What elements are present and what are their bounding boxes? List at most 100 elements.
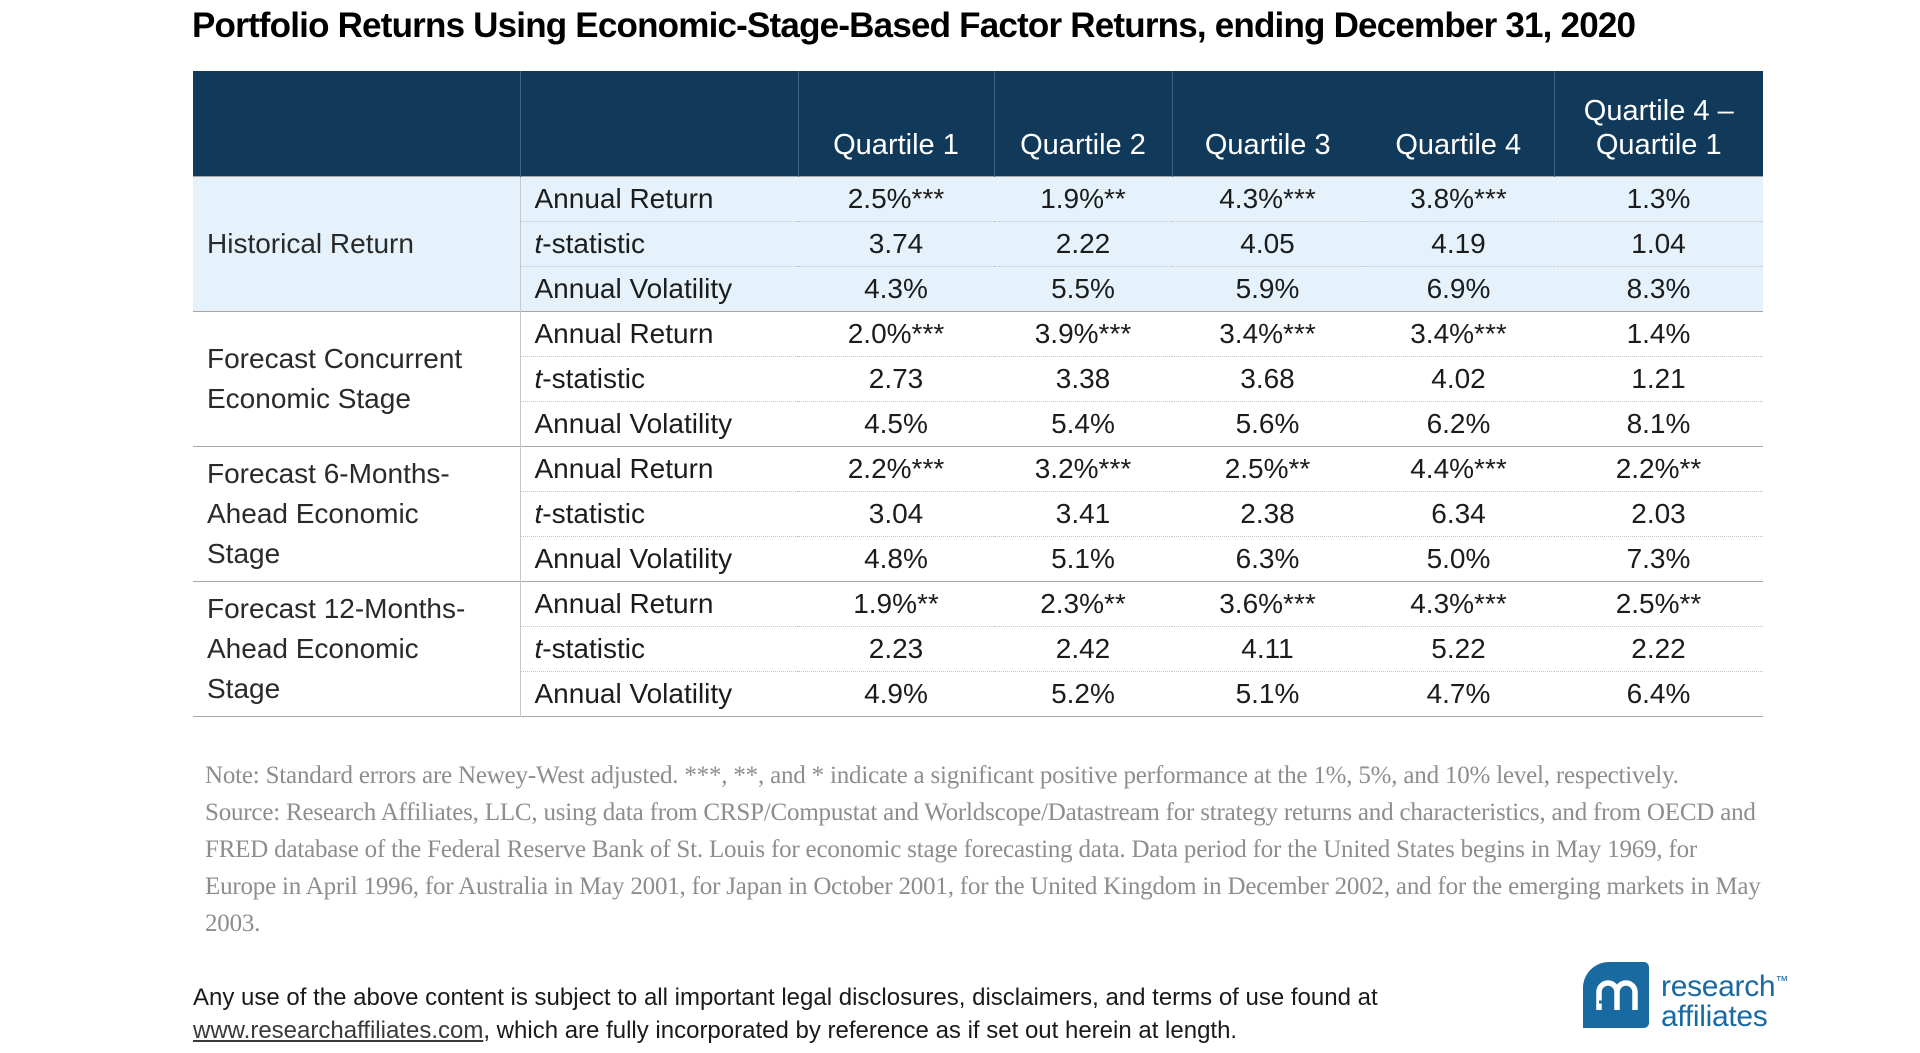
returns-table: Quartile 1 Quartile 2 Quartile 3 Quartil… (193, 71, 1763, 717)
group-forecast-12-months: Forecast 12-Months- Ahead Economic Stage… (193, 581, 1763, 716)
table-row: Annual Volatility 4.9% 5.2% 5.1% 4.7% 6.… (193, 670, 1763, 716)
value-cell: 6.9% (1363, 265, 1554, 311)
value-cell: 2.42 (994, 625, 1172, 671)
table-row: Annual Volatility 4.3% 5.5% 5.9% 6.9% 8.… (193, 265, 1763, 311)
value-cell: 2.23 (798, 625, 994, 671)
value-cell: 3.6%*** (1219, 587, 1316, 619)
metric-label: Annual Volatility (520, 670, 798, 716)
group-label: Historical Return (193, 176, 521, 311)
value-cell: 2.22 (1554, 625, 1763, 671)
table-row: t-statistic 2.23 2.42 4.11 5.22 2.22 (193, 625, 1763, 671)
group-historical-return: Historical Return Annual Return 2.5%*** … (193, 176, 1763, 311)
value-cell: 8.1% (1554, 400, 1763, 446)
value-cell: 6.3% (1172, 535, 1363, 581)
ra-monogram-icon (1583, 962, 1649, 1033)
metric-label: Annual Return (534, 452, 714, 484)
researchaffiliates-link[interactable]: www.researchaffiliates.com (193, 1017, 484, 1044)
table-row: Annual Volatility 4.5% 5.4% 5.6% 6.2% 8.… (193, 400, 1763, 446)
logo-wordmark: research™ affiliates (1661, 962, 1788, 1032)
value-cell: 3.38 (994, 355, 1172, 401)
value-cell: 2.5%*** (798, 176, 994, 221)
column-header-quartile-4-minus-1: Quartile 4 – Quartile 1 (1554, 71, 1763, 176)
value-cell: 3.04 (798, 490, 994, 536)
value-cell: 4.5% (798, 400, 994, 446)
value-cell: 3.74 (798, 220, 994, 266)
table-row: t-statistic 2.73 3.38 3.68 4.02 1.21 (193, 355, 1763, 401)
table-row: t-statistic 3.74 2.22 4.05 4.19 1.04 (193, 220, 1763, 266)
group-label: Forecast Concurrent Economic Stage (193, 311, 521, 446)
disclaimer-line-1: Any use of the above content is subject … (193, 984, 1378, 1011)
value-cell: 2.3%** (1040, 587, 1126, 619)
column-header-quartile-4: Quartile 4 (1363, 71, 1555, 176)
source-text: Source: Research Affiliates, LLC, using … (205, 799, 1761, 937)
table-row: Forecast 6-Months- Ahead Economic Stage … (193, 446, 1763, 581)
value-cell: 2.5%** (1615, 587, 1702, 619)
value-cell: 4.9% (798, 670, 994, 716)
table-header: Quartile 1 Quartile 2 Quartile 3 Quartil… (193, 71, 1763, 176)
value-cell: 3.4%*** (1219, 317, 1316, 349)
table-row: Forecast Concurrent Economic Stage Annua… (193, 311, 1763, 446)
value-cell: 2.38 (1172, 490, 1363, 536)
value-cell: 2.03 (1554, 490, 1763, 536)
metric-label: Annual Return (534, 587, 714, 619)
metric-label: t-statistic (520, 355, 798, 401)
table-row: Historical Return Annual Return 2.5%*** … (193, 176, 1763, 311)
value-cell: 6.4% (1554, 670, 1763, 716)
value-cell: 8.3% (1554, 265, 1763, 311)
value-cell: 6.34 (1363, 490, 1554, 536)
value-cell: 5.9% (1172, 265, 1363, 311)
value-cell: 2.5%** (1224, 452, 1311, 484)
value-cell: 5.0% (1363, 535, 1554, 581)
value-cell: 5.4% (994, 400, 1172, 446)
metric-label: Annual Volatility (520, 265, 798, 311)
value-cell: 7.3% (1554, 535, 1763, 581)
metric-label: Annual Return (520, 176, 798, 221)
value-cell: 4.05 (1172, 220, 1363, 266)
legal-disclaimer: Any use of the above content is subject … (193, 981, 1378, 1047)
value-cell: 1.4% (1626, 317, 1691, 349)
table-row: t-statistic 3.04 3.41 2.38 6.34 2.03 (193, 490, 1763, 536)
value-cell: 1.21 (1554, 355, 1763, 401)
value-cell: 6.2% (1363, 400, 1554, 446)
value-cell: 2.22 (994, 220, 1172, 266)
metric-label: t-statistic (520, 490, 798, 536)
value-cell: 5.6% (1172, 400, 1363, 446)
group-forecast-6-months: Forecast 6-Months- Ahead Economic Stage … (193, 446, 1763, 581)
value-cell: 1.9%** (853, 587, 939, 619)
group-label: Forecast 12-Months- Ahead Economic Stage (193, 581, 521, 716)
value-cell: 1.9%** (994, 176, 1172, 221)
table-row: Forecast 12-Months- Ahead Economic Stage… (193, 581, 1763, 716)
value-cell: 2.2%** (1615, 452, 1702, 484)
value-cell: 1.3% (1554, 176, 1763, 221)
value-cell: 2.2%*** (847, 452, 945, 484)
value-cell: 3.9%*** (1034, 317, 1132, 349)
value-cell: 2.0%*** (847, 317, 945, 349)
value-cell: 4.4%*** (1410, 452, 1507, 484)
value-cell: 2.73 (798, 355, 994, 401)
value-cell: 3.4%*** (1410, 317, 1507, 349)
value-cell: 5.5% (994, 265, 1172, 311)
value-cell: 5.1% (1172, 670, 1363, 716)
value-cell: 5.1% (994, 535, 1172, 581)
value-cell: 4.02 (1363, 355, 1554, 401)
disclaimer-line-2: , which are fully incorporated by refere… (483, 1017, 1238, 1044)
metric-label: t-statistic (520, 625, 798, 671)
note-text: Note: Standard errors are Newey-West adj… (205, 762, 1679, 789)
header-row: Quartile 1 Quartile 2 Quartile 3 Quartil… (193, 71, 1763, 176)
metric-label: Annual Return (534, 317, 714, 349)
logo-word-affiliates: affiliates (1661, 1000, 1768, 1033)
value-cell: 3.8%*** (1363, 176, 1554, 221)
header-cell-empty-metric (520, 71, 799, 176)
research-affiliates-logo: research™ affiliates (1583, 962, 1788, 1033)
column-header-quartile-1: Quartile 1 (798, 71, 995, 176)
logo-word-research: research (1661, 970, 1776, 1003)
value-cell: 3.41 (994, 490, 1172, 536)
value-cell: 4.3%*** (1172, 176, 1363, 221)
value-cell: 4.7% (1363, 670, 1554, 716)
value-cell: 5.2% (994, 670, 1172, 716)
value-cell: 1.04 (1554, 220, 1763, 266)
header-cell-empty-group (193, 71, 521, 176)
value-cell: 4.11 (1172, 625, 1363, 671)
value-cell: 3.68 (1172, 355, 1363, 401)
value-cell: 4.19 (1363, 220, 1554, 266)
